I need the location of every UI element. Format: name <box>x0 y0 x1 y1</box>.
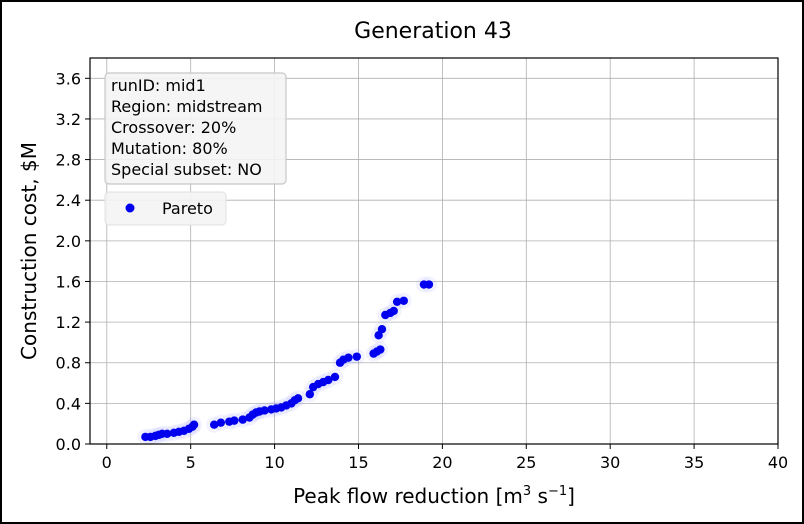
y-tick-label: 0.4 <box>56 394 81 413</box>
x-tick-label: 15 <box>348 453 368 472</box>
y-tick-label: 0.8 <box>56 354 81 373</box>
pareto-point <box>230 416 239 425</box>
info-box: runID: mid1 Region: midstream Crossover:… <box>104 72 287 185</box>
x-tick-label: 10 <box>264 453 284 472</box>
pareto-point <box>162 429 172 439</box>
y-tick-label: 2.4 <box>56 191 81 210</box>
x-tick-label: 35 <box>684 453 704 472</box>
info-region: Region: midstream <box>111 97 263 116</box>
pareto-point <box>260 406 269 415</box>
pareto-point <box>209 420 219 429</box>
pareto-point <box>377 325 387 334</box>
info-special-subset: Special subset: NO <box>111 160 262 179</box>
legend-marker-pareto <box>125 203 135 213</box>
legend-label-pareto: Pareto <box>162 199 213 218</box>
pareto-point <box>305 390 315 399</box>
y-axis-ticks: 0.0 0.4 0.8 1.2 1.6 2.0 2.4 2.8 3.2 3.6 <box>56 69 90 454</box>
info-run-id: runID: mid1 <box>111 76 206 95</box>
pareto-point <box>376 345 385 354</box>
y-axis-label: Construction cost, $M <box>17 142 41 360</box>
chart-title: Generation 43 <box>354 19 512 44</box>
y-tick-label: 1.6 <box>56 272 81 291</box>
y-tick-label: 2.0 <box>56 232 81 251</box>
x-tick-label: 40 <box>768 453 788 472</box>
y-tick-label: 2.8 <box>56 151 81 170</box>
y-tick-label: 0.0 <box>56 435 81 454</box>
pareto-point <box>389 306 398 316</box>
pareto-point <box>392 297 402 306</box>
x-tick-label: 25 <box>516 453 536 472</box>
data-points <box>137 276 437 445</box>
info-crossover: Crossover: 20% <box>111 118 236 137</box>
x-tick-label: 30 <box>600 453 620 472</box>
pareto-point <box>344 353 353 362</box>
pareto-point <box>352 352 362 361</box>
x-tick-label: 0 <box>102 453 112 472</box>
pareto-point <box>189 420 199 429</box>
pareto-point <box>216 418 226 427</box>
y-tick-label: 3.2 <box>56 110 81 129</box>
y-tick-label: 3.6 <box>56 69 81 88</box>
plot-area <box>89 57 779 445</box>
x-tick-label: 5 <box>186 453 196 472</box>
pareto-point <box>399 296 408 305</box>
info-mutation: Mutation: 80% <box>111 139 228 158</box>
pareto-point <box>324 375 333 385</box>
pareto-point <box>238 415 247 424</box>
legend: Pareto <box>104 191 227 226</box>
x-tick-label: 20 <box>432 453 452 472</box>
pareto-point <box>293 394 303 403</box>
pareto-point <box>424 280 434 289</box>
pareto-point <box>330 372 340 382</box>
y-tick-label: 1.2 <box>56 313 81 332</box>
x-axis-label: Peak flow reduction [m3 s−1] <box>293 484 575 508</box>
x-axis-ticks: 0 5 10 15 20 25 30 35 40 <box>102 444 788 472</box>
